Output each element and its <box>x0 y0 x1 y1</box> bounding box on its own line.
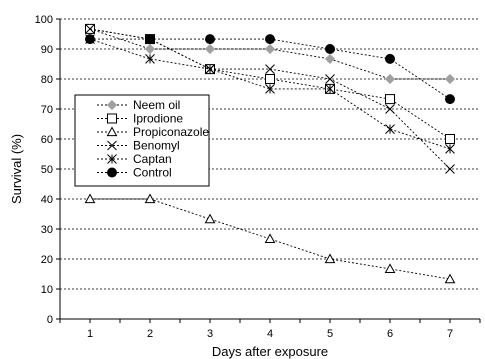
data-point-control-day-5 <box>325 44 335 54</box>
y-tick-label-50: 50 <box>41 164 53 176</box>
y-tick-label-0: 0 <box>47 314 53 326</box>
data-point-captan-day-3 <box>205 64 215 74</box>
y-tick-label-10: 10 <box>41 284 53 296</box>
axes: 0 10 20 30 40 50 60 70 80 90 100 1 2 3 4 5 6 7 <box>35 14 481 340</box>
data-point-control-day-6 <box>385 53 395 64</box>
data-point-benomyl-day-5 <box>325 74 335 84</box>
x-axis-title: Days after exposure <box>212 344 328 359</box>
series-lines <box>84 23 456 284</box>
marker-stroke <box>445 164 455 174</box>
series-propiconazole <box>84 193 456 284</box>
x-tick-label-3: 3 <box>207 328 213 340</box>
y-tick-label-40: 40 <box>41 194 53 206</box>
legend-marker-captan <box>107 154 117 164</box>
legend-item-propiconazole: Propiconazole <box>97 125 209 139</box>
data-point-neem-oil-day-3 <box>204 43 216 55</box>
legend: Neem oilIprodionePropiconazoleBenomylCap… <box>74 94 210 187</box>
x-tick-label-2: 2 <box>147 328 153 340</box>
data-point-propiconazole-day-7 <box>444 273 456 284</box>
legend-marker-neem-oil <box>106 99 118 111</box>
y-tick-label-60: 60 <box>41 134 53 146</box>
data-point-neem-oil-day-6 <box>384 73 396 85</box>
data-point-captan-day-7 <box>445 144 455 154</box>
legend-marker-control <box>107 167 117 178</box>
marker-stroke <box>85 24 95 34</box>
data-point-control-day-2 <box>145 34 155 45</box>
legend-marker-iprodione <box>107 113 117 124</box>
data-point-captan-day-2 <box>145 54 155 64</box>
legend-label-iprodione: Iprodione <box>133 112 183 126</box>
data-point-neem-oil-day-4 <box>264 43 276 55</box>
y-tick-label-70: 70 <box>41 104 53 116</box>
series-control <box>85 34 455 105</box>
data-point-neem-oil-day-2 <box>144 43 156 55</box>
legend-label-neem-oil: Neem oil <box>133 98 180 112</box>
data-point-benomyl-day-7 <box>445 164 455 174</box>
legend-item-control: Control <box>97 166 172 180</box>
data-point-neem-oil-day-7 <box>444 73 456 85</box>
legend-label-captan: Captan <box>133 152 172 166</box>
data-point-propiconazole-day-6 <box>384 263 396 273</box>
y-tick-label-30: 30 <box>41 224 53 236</box>
data-point-neem-oil-day-5 <box>324 53 336 64</box>
data-point-benomyl-day-1 <box>85 24 95 34</box>
marker-stroke <box>107 140 117 151</box>
legend-label-benomyl: Benomyl <box>133 139 180 153</box>
data-point-control-day-3 <box>205 34 215 45</box>
y-tick-label-80: 80 <box>41 74 53 86</box>
y-tick-label-100: 100 <box>35 14 53 26</box>
data-point-captan-day-6 <box>385 124 395 134</box>
legend-label-control: Control <box>133 166 172 180</box>
x-tick-label-1: 1 <box>87 328 93 340</box>
legend-item-iprodione: Iprodione <box>97 112 183 126</box>
marker-stroke <box>385 104 395 114</box>
data-point-propiconazole-day-4 <box>264 233 276 243</box>
legend-box <box>74 94 210 187</box>
series-neem-oil <box>84 23 456 85</box>
x-tick-label-4: 4 <box>267 328 273 340</box>
x-tick-label-5: 5 <box>327 328 333 340</box>
marker-stroke <box>265 64 275 74</box>
legend-label-propiconazole: Propiconazole <box>133 125 209 139</box>
data-point-propiconazole-day-3 <box>204 213 216 224</box>
legend-item-captan: Captan <box>97 152 172 166</box>
x-tick-label-7: 7 <box>447 328 453 340</box>
y-tick-label-20: 20 <box>41 254 53 266</box>
y-tick-label-90: 90 <box>41 44 53 56</box>
data-point-control-day-1 <box>85 34 95 45</box>
x-tick-label-6: 6 <box>387 328 393 340</box>
y-axis-title: Survival (%) <box>9 134 24 204</box>
legend-marker-propiconazole <box>106 126 118 137</box>
data-point-benomyl-day-4 <box>265 64 275 74</box>
marker-stroke <box>325 74 335 84</box>
data-point-captan-day-5 <box>325 84 335 94</box>
data-point-propiconazole-day-5 <box>324 253 336 264</box>
data-point-captan-day-4 <box>265 84 275 94</box>
data-point-control-day-7 <box>445 94 455 105</box>
legend-item-neem-oil: Neem oil <box>97 98 180 112</box>
data-point-iprodione-day-6 <box>385 94 395 105</box>
data-point-benomyl-day-6 <box>385 104 395 114</box>
data-point-propiconazole-day-2 <box>144 193 156 204</box>
data-point-iprodione-day-4 <box>265 74 275 84</box>
legend-item-benomyl: Benomyl <box>97 139 180 153</box>
data-point-iprodione-day-7 <box>445 134 455 144</box>
data-point-control-day-4 <box>265 34 275 45</box>
legend-marker-benomyl <box>107 140 117 151</box>
data-point-propiconazole-day-1 <box>84 193 96 204</box>
